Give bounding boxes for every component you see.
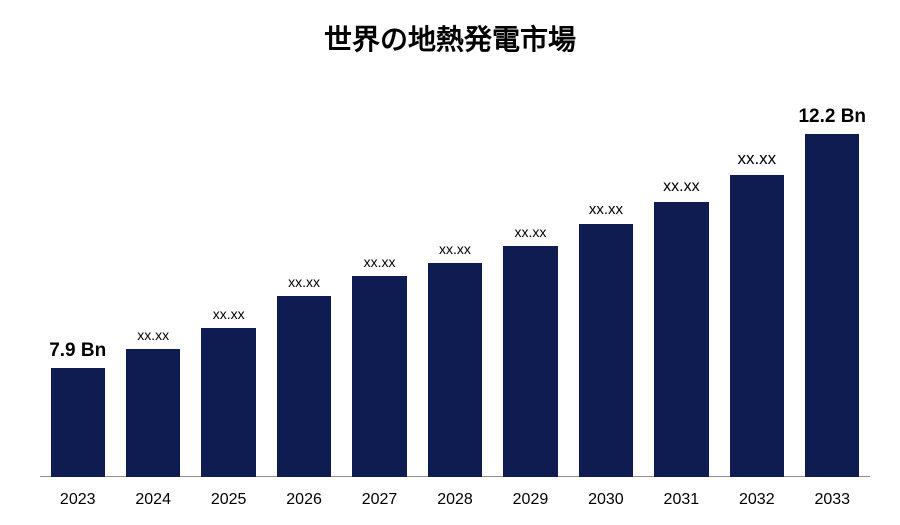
bar <box>805 134 859 477</box>
bar-value-label: xx.xx <box>568 201 643 218</box>
bar-value-label: xx.xx <box>644 178 719 196</box>
x-axis-label: 2023 <box>40 491 115 509</box>
bar-slot: 7.9 Bn <box>40 85 115 477</box>
bar-value-label: xx.xx <box>266 274 341 290</box>
bar <box>201 328 255 477</box>
bar-slot: xx.xx <box>191 85 266 477</box>
bar-slot: xx.xx <box>644 85 719 477</box>
bar <box>126 349 180 477</box>
bar <box>352 276 406 477</box>
bar-slot: xx.xx <box>719 85 794 477</box>
bar-slot: xx.xx <box>342 85 417 477</box>
bar-value-label: 12.2 Bn <box>795 106 870 128</box>
bar-value-label: xx.xx <box>191 306 266 322</box>
bar <box>503 246 557 477</box>
x-axis-label: 2025 <box>191 491 266 509</box>
bar-slot: xx.xx <box>115 85 190 477</box>
bar-value-label: xx.xx <box>115 327 190 343</box>
bar-value-label: xx.xx <box>493 224 568 240</box>
x-axis-label: 2024 <box>115 491 190 509</box>
x-axis-label: 2030 <box>568 491 643 509</box>
x-axis-label: 2033 <box>795 491 870 509</box>
bar-value-label: xx.xx <box>417 241 492 257</box>
bar <box>730 175 784 477</box>
bar <box>277 296 331 477</box>
bars-group: 7.9 Bnxx.xxxx.xxxx.xxxx.xxxx.xxxx.xxxx.x… <box>40 85 870 477</box>
x-axis-label: 2029 <box>493 491 568 509</box>
x-axis-label: 2028 <box>417 491 492 509</box>
bar-value-label: xx.xx <box>719 149 794 169</box>
x-axis-labels: 2023202420252026202720282029203020312032… <box>40 491 870 509</box>
bar-slot: xx.xx <box>493 85 568 477</box>
bar-value-label: 7.9 Bn <box>40 340 115 362</box>
bar <box>51 368 105 477</box>
x-axis-label: 2032 <box>719 491 794 509</box>
chart-container: 世界の地熱発電市場 7.9 Bnxx.xxxx.xxxx.xxxx.xxxx.x… <box>0 0 900 525</box>
x-axis-label: 2027 <box>342 491 417 509</box>
bar-slot: xx.xx <box>266 85 341 477</box>
bar <box>428 263 482 477</box>
bar-slot: xx.xx <box>417 85 492 477</box>
plot-area: 7.9 Bnxx.xxxx.xxxx.xxxx.xxxx.xxxx.xxxx.x… <box>40 85 870 477</box>
bar-slot: xx.xx <box>568 85 643 477</box>
bar <box>579 224 633 477</box>
chart-title: 世界の地熱発電市場 <box>0 18 900 58</box>
bar <box>654 202 708 477</box>
x-axis-label: 2031 <box>644 491 719 509</box>
bar-slot: 12.2 Bn <box>795 85 870 477</box>
x-axis-label: 2026 <box>266 491 341 509</box>
bar-value-label: xx.xx <box>342 254 417 270</box>
